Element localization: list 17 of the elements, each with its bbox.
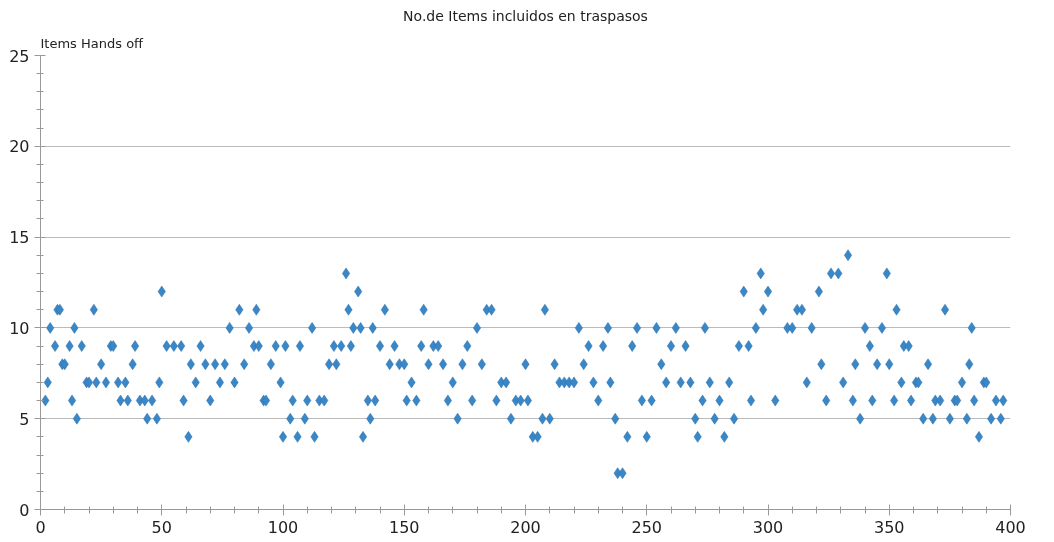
- x-tick-label: 300: [752, 517, 784, 537]
- y-tick-label: 20: [9, 137, 30, 157]
- x-tick-label: 100: [267, 517, 299, 537]
- y-tick-label: 15: [9, 228, 30, 248]
- y-axis-title: Items Hands off: [40, 35, 145, 51]
- x-tick-label: 0: [35, 517, 46, 537]
- x-tick-label: 250: [631, 517, 663, 537]
- x-tick-label: 400: [995, 517, 1026, 537]
- y-tick-label: 0: [19, 500, 30, 520]
- x-tick-label: 350: [873, 517, 905, 537]
- chart-title: No.de Items incluidos en traspasos: [403, 7, 648, 24]
- y-tick-label: 10: [9, 318, 30, 338]
- y-tick-label: 25: [9, 46, 30, 66]
- x-tick-label: 200: [510, 517, 541, 537]
- y-tick-label: 5: [19, 409, 30, 429]
- x-tick-label: 150: [388, 517, 420, 537]
- x-tick-label: 50: [151, 517, 172, 537]
